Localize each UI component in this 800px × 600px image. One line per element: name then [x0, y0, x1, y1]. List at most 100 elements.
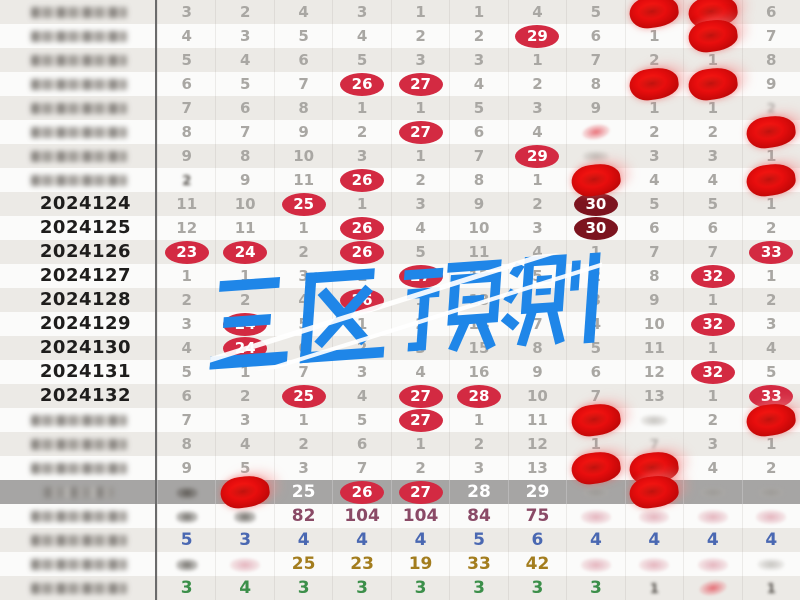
- miss-count: 1: [298, 411, 309, 429]
- blurred-text-blob: [30, 535, 127, 546]
- smudge-mark-pink: [639, 509, 670, 524]
- table-cell: 1: [683, 96, 741, 120]
- period-label: 2024125: [0, 216, 157, 240]
- table-cell: 5: [273, 24, 332, 48]
- miss-count: 4: [766, 339, 777, 357]
- stat-value-blue: 4: [589, 530, 602, 550]
- miss-count: 3: [356, 3, 368, 21]
- table-cell: 6: [157, 72, 215, 96]
- table-cell: 6: [157, 384, 215, 408]
- miss-count: 3: [532, 219, 543, 237]
- miss-count: 2: [415, 459, 426, 477]
- table-cell: 1: [390, 0, 449, 24]
- blurred-text-blob: [30, 31, 127, 42]
- stat-value-green: 3: [356, 578, 368, 598]
- stat-value-blue: 4: [765, 530, 778, 550]
- table-cell: 27: [390, 120, 449, 144]
- smudge-mark-dark: [175, 558, 198, 571]
- table-cell: 9: [741, 72, 800, 96]
- table-cell: 1: [566, 432, 624, 456]
- table-row: 2024131 5 1 7 3 4 16 9 6 12 32 5: [0, 360, 800, 384]
- table-cell: 25: [273, 384, 332, 408]
- stat-value-green: 3: [531, 578, 544, 598]
- blurred-text-blob: [30, 583, 127, 594]
- miss-count: 2: [766, 219, 777, 237]
- table-cell: 1: [741, 576, 800, 600]
- table-row: 7 3 1 5 27 1 11 2: [0, 401, 800, 439]
- miss-count: 5: [239, 75, 251, 93]
- blurred-text-blob: [30, 463, 127, 474]
- miss-count: 12: [176, 219, 198, 237]
- miss-count: 8: [298, 99, 309, 117]
- faint-number: 1: [649, 582, 659, 597]
- table-cell: 9: [449, 192, 507, 216]
- miss-count: 11: [234, 219, 256, 237]
- table-cell: 2: [215, 288, 273, 312]
- table-cell: 8: [741, 48, 800, 72]
- miss-count: 3: [532, 99, 543, 117]
- table-row: 25 23 19 33 42: [0, 552, 800, 576]
- table-row: 82 104 104 84 75: [0, 504, 800, 528]
- red-smudge-mark: [580, 122, 611, 142]
- miss-count: 3: [415, 195, 426, 213]
- blurred-text-blob: [30, 103, 127, 114]
- table-cell: 1: [741, 432, 800, 456]
- miss-count: 9: [239, 171, 251, 189]
- miss-count: 1: [766, 147, 777, 165]
- miss-count: 6: [298, 51, 309, 69]
- table-cell: 9: [157, 456, 215, 480]
- stat-value-blue: 3: [239, 530, 252, 550]
- table-row: 7 6 8 1 1 5 3 9 1 1 2: [0, 96, 800, 120]
- table-cell: [624, 65, 683, 103]
- miss-count: 4: [649, 171, 660, 189]
- table-cell: 27: [390, 384, 449, 408]
- miss-count: 6: [181, 75, 192, 93]
- table-cell: 2: [390, 456, 449, 480]
- table-cell: 1: [624, 576, 683, 600]
- period-label: 2024129: [0, 312, 157, 336]
- miss-count: 1: [766, 435, 777, 453]
- table-cell: 4: [390, 528, 449, 552]
- table-cell: 26: [332, 240, 390, 264]
- smudge-mark-dark: [234, 510, 257, 523]
- blurred-text-blob: [30, 175, 127, 186]
- table-cell: 84: [449, 504, 507, 528]
- table-cell: 7: [683, 240, 741, 264]
- miss-count: 3: [649, 147, 660, 165]
- drawn-number-badge: 29: [515, 145, 560, 168]
- table-cell: 2: [683, 408, 741, 432]
- header-number: 29: [525, 482, 550, 502]
- period-label: 2024130: [0, 336, 157, 360]
- stat-value-blue: 6: [531, 530, 544, 550]
- miss-count: 11: [176, 195, 198, 213]
- table-cell: 11: [157, 192, 215, 216]
- period-number: 2024130: [39, 337, 132, 358]
- table-cell: [624, 473, 683, 511]
- table-cell: 4: [332, 384, 390, 408]
- table-cell: 4: [683, 456, 741, 480]
- drawn-number-badge: 25: [281, 193, 326, 216]
- blurred-label: [0, 96, 157, 120]
- smudge-mark: [758, 559, 785, 570]
- stat-value-blue: 4: [356, 530, 368, 550]
- table-cell: 1: [624, 24, 683, 48]
- miss-count: 8: [473, 171, 485, 189]
- table-cell: 25: [273, 552, 332, 576]
- miss-count: 2: [649, 51, 660, 69]
- blurred-text-blob: [30, 55, 127, 66]
- table-row: 5 4 6 5 3 3 1 7 2 1 8: [0, 48, 800, 72]
- miss-count: 7: [707, 243, 719, 261]
- table-cell: 5: [390, 240, 449, 264]
- miss-count: 12: [643, 363, 665, 381]
- table-cell: 23: [332, 552, 390, 576]
- stat-value-plum: 104: [402, 506, 439, 526]
- table-cell: 2: [273, 432, 332, 456]
- table-cell: 3: [449, 456, 507, 480]
- table-cell: 4: [566, 312, 624, 336]
- table-cell: 5: [332, 48, 390, 72]
- miss-count: 5: [649, 195, 660, 213]
- stat-value-blue: 4: [414, 530, 427, 550]
- stat-value-plum: 104: [344, 506, 380, 526]
- table-cell: 1: [273, 216, 332, 240]
- table-cell: 1: [215, 264, 273, 288]
